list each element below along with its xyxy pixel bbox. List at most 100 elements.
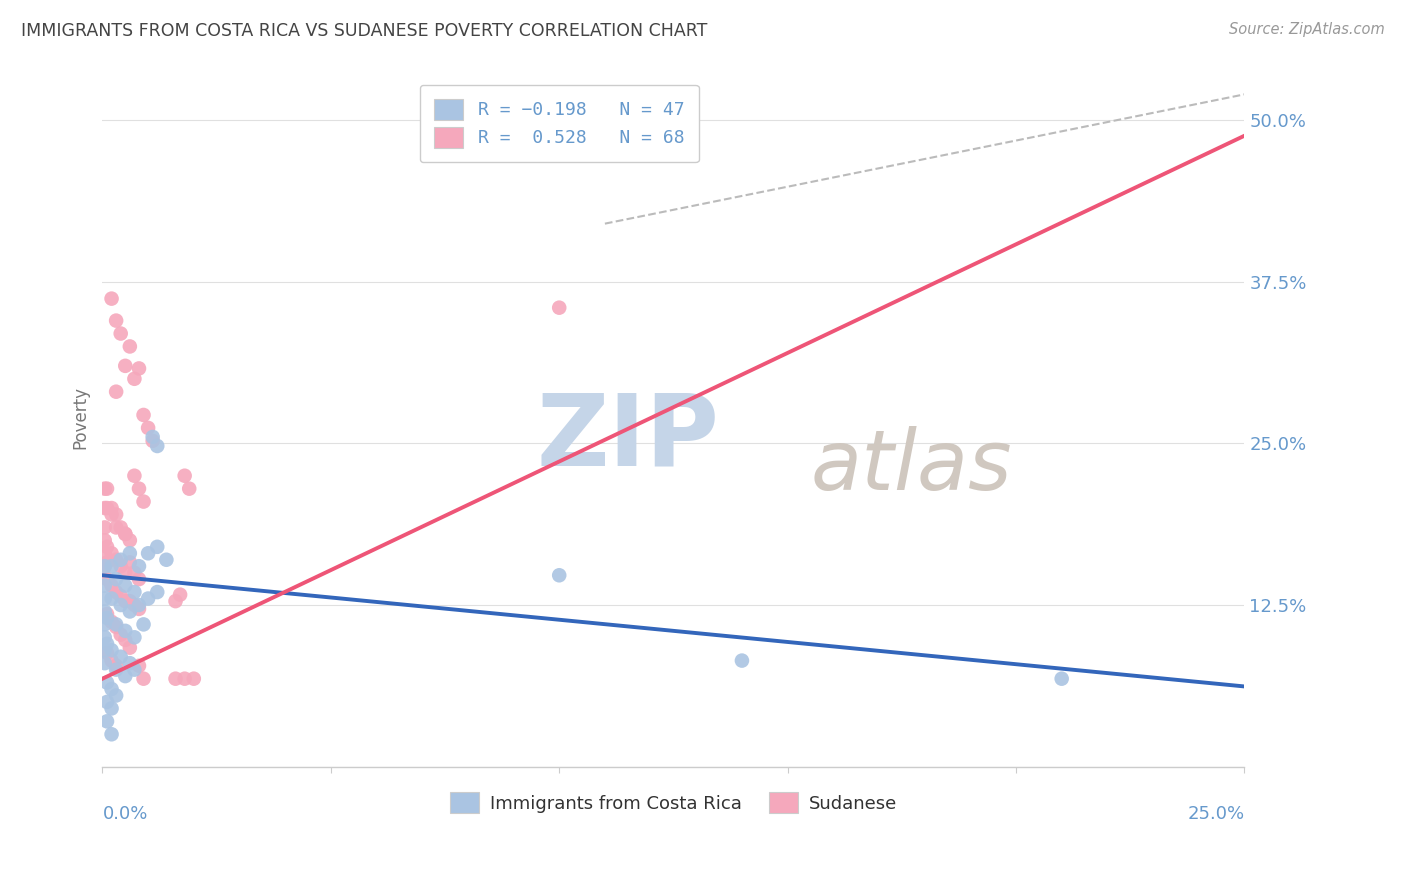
Point bbox=[124, 598, 146, 612]
Text: atlas: atlas bbox=[810, 425, 1012, 507]
Point bbox=[128, 559, 150, 574]
Y-axis label: Poverty: Poverty bbox=[72, 386, 89, 449]
Point bbox=[93, 520, 115, 534]
Point bbox=[105, 384, 128, 399]
Point bbox=[100, 579, 122, 593]
Point bbox=[146, 439, 169, 453]
Point bbox=[93, 604, 115, 618]
Point bbox=[548, 301, 571, 315]
Point bbox=[118, 546, 141, 560]
Legend: Immigrants from Costa Rica, Sudanese: Immigrants from Costa Rica, Sudanese bbox=[443, 785, 904, 821]
Point bbox=[110, 589, 132, 603]
Point bbox=[128, 482, 150, 496]
Point bbox=[96, 572, 118, 586]
Point bbox=[128, 602, 150, 616]
Point bbox=[105, 620, 128, 634]
Point bbox=[96, 714, 118, 729]
Point bbox=[548, 568, 571, 582]
Point bbox=[114, 359, 136, 373]
Point bbox=[132, 672, 155, 686]
Point bbox=[124, 468, 146, 483]
Text: ZIP: ZIP bbox=[536, 390, 720, 487]
Point bbox=[136, 591, 159, 606]
Point bbox=[118, 594, 141, 608]
Point bbox=[105, 585, 128, 599]
Point bbox=[105, 617, 128, 632]
Point bbox=[128, 598, 150, 612]
Point bbox=[128, 361, 150, 376]
Point bbox=[105, 663, 128, 677]
Point bbox=[93, 482, 115, 496]
Point bbox=[110, 598, 132, 612]
Point bbox=[118, 339, 141, 353]
Point bbox=[93, 559, 115, 574]
Point bbox=[100, 591, 122, 606]
Point bbox=[136, 546, 159, 560]
Point bbox=[105, 553, 128, 567]
Point bbox=[100, 701, 122, 715]
Point bbox=[100, 615, 122, 629]
Point bbox=[96, 611, 118, 625]
Point bbox=[93, 533, 115, 548]
Point bbox=[105, 313, 128, 327]
Point bbox=[124, 566, 146, 580]
Point bbox=[96, 695, 118, 709]
Point bbox=[100, 727, 122, 741]
Point bbox=[93, 656, 115, 670]
Point bbox=[128, 658, 150, 673]
Point bbox=[118, 533, 141, 548]
Point bbox=[96, 637, 118, 651]
Point bbox=[110, 628, 132, 642]
Point bbox=[96, 555, 118, 569]
Point bbox=[105, 689, 128, 703]
Point bbox=[93, 591, 115, 606]
Text: 0.0%: 0.0% bbox=[103, 805, 148, 823]
Point bbox=[114, 669, 136, 683]
Point bbox=[100, 508, 122, 522]
Point bbox=[110, 326, 132, 341]
Point bbox=[96, 675, 118, 690]
Point bbox=[124, 372, 146, 386]
Point bbox=[93, 643, 115, 657]
Point bbox=[114, 594, 136, 608]
Point bbox=[100, 643, 122, 657]
Point bbox=[100, 654, 122, 668]
Point bbox=[136, 421, 159, 435]
Point bbox=[105, 520, 128, 534]
Point bbox=[96, 501, 118, 516]
Point bbox=[93, 546, 115, 560]
Point bbox=[114, 632, 136, 647]
Point bbox=[118, 604, 141, 618]
Point bbox=[155, 553, 177, 567]
Point bbox=[110, 649, 132, 664]
Point bbox=[93, 579, 115, 593]
Point bbox=[105, 508, 128, 522]
Point bbox=[114, 527, 136, 541]
Point bbox=[146, 540, 169, 554]
Point bbox=[110, 559, 132, 574]
Point bbox=[183, 672, 205, 686]
Point bbox=[100, 681, 122, 696]
Point bbox=[132, 494, 155, 508]
Point bbox=[93, 559, 115, 574]
Point bbox=[132, 408, 155, 422]
Point bbox=[114, 566, 136, 580]
Point bbox=[118, 555, 141, 569]
Point bbox=[96, 607, 118, 621]
Point bbox=[93, 501, 115, 516]
Point bbox=[731, 654, 754, 668]
Point bbox=[124, 585, 146, 599]
Text: IMMIGRANTS FROM COSTA RICA VS SUDANESE POVERTY CORRELATION CHART: IMMIGRANTS FROM COSTA RICA VS SUDANESE P… bbox=[21, 22, 707, 40]
Point bbox=[114, 527, 136, 541]
Point bbox=[173, 468, 195, 483]
Point bbox=[1050, 672, 1073, 686]
Point bbox=[100, 501, 122, 516]
Point bbox=[105, 658, 128, 673]
Point bbox=[93, 630, 115, 644]
Point bbox=[142, 434, 165, 448]
Point bbox=[114, 579, 136, 593]
Point bbox=[114, 624, 136, 638]
Point bbox=[96, 540, 118, 554]
Point bbox=[124, 630, 146, 644]
Point bbox=[124, 663, 146, 677]
